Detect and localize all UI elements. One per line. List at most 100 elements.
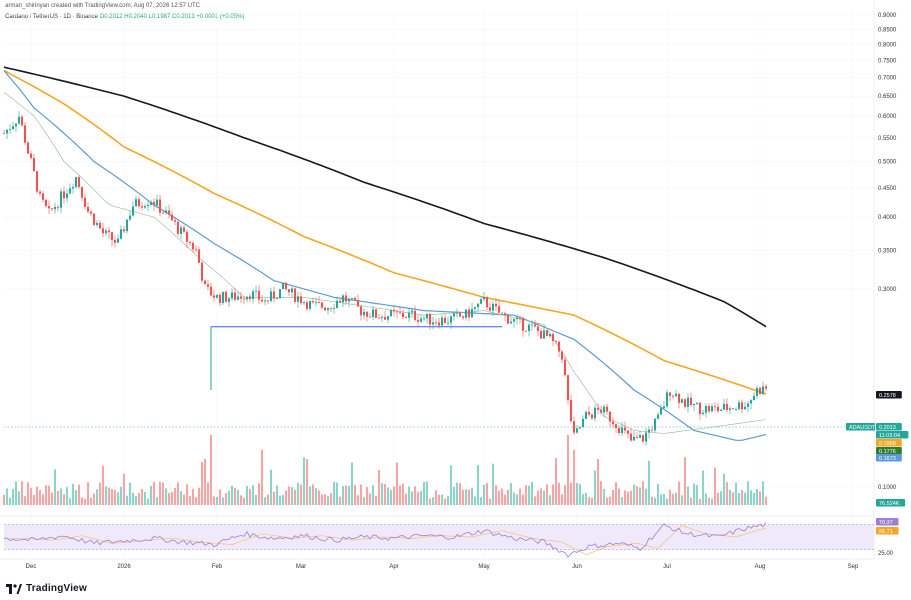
time-axis[interactable]: Dec 2026 Feb Mar Apr May Jun Jul Aug Sep (26, 564, 859, 570)
candle-body (278, 289, 282, 299)
tradingview-brand[interactable]: TradingView (6, 583, 87, 594)
volume-bar (521, 494, 525, 505)
volume-bar (68, 498, 72, 505)
candles (2, 110, 768, 446)
volume-bar (119, 486, 123, 505)
candle-body (737, 402, 741, 409)
candle-body (23, 125, 27, 143)
volume-bar (248, 489, 252, 505)
volume-bar (641, 481, 645, 505)
volume-bar (47, 485, 51, 505)
candle-body (749, 400, 753, 404)
time-tick-label: Aug (755, 564, 766, 570)
volume-bar (335, 482, 339, 505)
volume-bar (143, 491, 147, 505)
candle-body (530, 324, 534, 326)
volume-bar (485, 483, 489, 505)
candle-body (188, 241, 192, 243)
volume-bar (554, 457, 558, 505)
candle-body (260, 299, 264, 302)
candle-body (461, 316, 465, 318)
volume-bar (41, 494, 45, 505)
candle-body (677, 393, 681, 403)
candle-body (680, 399, 684, 403)
volume-bar (206, 482, 210, 505)
volume-bar (65, 487, 69, 505)
candle-body (395, 311, 399, 313)
candle-body (605, 406, 609, 412)
volume-bar (179, 491, 183, 505)
candle-body (665, 392, 669, 407)
candle-body (161, 212, 165, 214)
candle-body (764, 386, 768, 389)
candle-body (632, 436, 636, 441)
price-axis[interactable]: 0.9000 0.8500 0.8000 0.7500 0.7000 0.6500 0.60… (878, 13, 897, 557)
volume-bar (635, 486, 639, 505)
candle-body (248, 296, 252, 300)
volume-bar (740, 489, 744, 505)
volume-bar (371, 485, 375, 505)
volume-bar (308, 486, 312, 505)
volume-bar (2, 494, 6, 505)
price-badge: 0.2578 (879, 393, 896, 399)
volume-bar (374, 495, 378, 505)
candle-body (167, 210, 171, 215)
price-tick-label: 0.5000 (878, 160, 897, 166)
volume-bar (341, 486, 345, 505)
volume-bar (20, 481, 24, 505)
volume-bar (272, 491, 276, 505)
candle-body (470, 308, 474, 318)
candle-body (356, 300, 360, 307)
moving-averages (3, 66, 767, 441)
volume-bar (137, 493, 141, 505)
rsi-pane (3, 521, 874, 558)
candle-body (662, 406, 666, 409)
candle-body (731, 408, 735, 410)
candle-body (233, 292, 237, 300)
volume-bar (107, 487, 111, 505)
candle-body (758, 387, 762, 394)
candle-body (686, 397, 690, 407)
candle-body (401, 312, 405, 318)
volume-bar (761, 481, 765, 505)
candle-body (614, 424, 618, 428)
time-tick-label: Mar (296, 564, 306, 570)
price-badge-bg (876, 423, 902, 431)
volume-bar (656, 484, 660, 505)
volume-bar (419, 490, 423, 505)
volume-bar (131, 492, 135, 505)
volume-bar (515, 494, 519, 505)
volume-bar (218, 489, 222, 505)
volume-bar (263, 497, 267, 505)
candle-body (149, 201, 153, 205)
volume-bar (560, 494, 564, 505)
volume-bar (386, 487, 390, 505)
candle-body (89, 211, 93, 214)
volume-bar (755, 488, 759, 505)
volume-bar (581, 494, 585, 505)
volume-bar (44, 485, 48, 505)
candle-body (2, 133, 6, 135)
candle-body (458, 312, 462, 317)
time-tick-label: 2026 (117, 564, 131, 570)
candle-body (134, 199, 138, 207)
volume-bar (416, 491, 420, 505)
candle-body (263, 300, 267, 302)
volume-bar (662, 493, 666, 505)
candle-body (218, 294, 222, 303)
candle-body (629, 433, 633, 441)
candle-body (698, 402, 702, 415)
volume-bar (479, 497, 483, 505)
price-tick-label: 0.8500 (878, 27, 897, 33)
candle-body (521, 317, 525, 331)
candle-body (500, 312, 504, 314)
candle-body (383, 316, 387, 320)
candle-body (509, 321, 513, 324)
candle-body (359, 306, 363, 316)
volume-bar (527, 485, 531, 505)
candle-body (437, 322, 441, 326)
volume-bar (239, 495, 243, 505)
candle-body (557, 341, 561, 352)
candle-body (83, 197, 87, 207)
